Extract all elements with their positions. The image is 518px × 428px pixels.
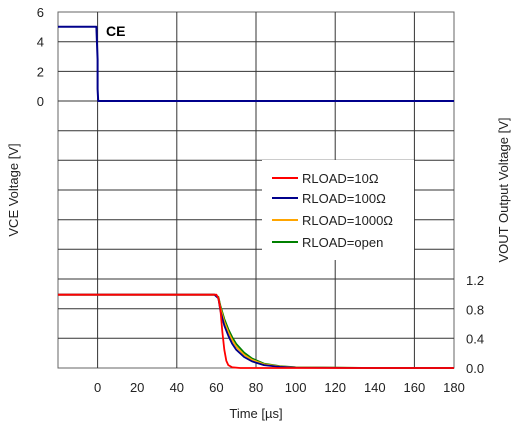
vout-line-0 (58, 293, 454, 369)
x-tick-label: 40 (170, 380, 184, 395)
x-tick-label: 20 (130, 380, 144, 395)
x-tick-label: 80 (249, 380, 263, 395)
legend-label-3: RLOAD=open (302, 235, 383, 250)
x-axis-label: Time [µs] (229, 406, 282, 421)
legend-label-0: RLOAD=10Ω (302, 171, 379, 186)
left-y-tick-label: 6 (37, 5, 44, 20)
right-y-tick-label: 0.4 (466, 332, 484, 347)
left-y-tick-label: 2 (37, 64, 44, 79)
tick-labels: 0 20 40 60 80 100 120 140 160 180 0 2 4 6 0.0 0.4 0.8 1.2 (37, 5, 484, 395)
lower-series (58, 293, 454, 369)
x-tick-label: 140 (364, 380, 386, 395)
y-axis-label-left: VCE Voltage [V] (6, 143, 21, 236)
ce-voltage-line (58, 25, 454, 102)
legend-label-2: RLOAD=1000Ω (302, 213, 393, 228)
x-tick-label: 100 (285, 380, 307, 395)
x-tick-label: 0 (94, 380, 101, 395)
x-tick-label: 60 (209, 380, 223, 395)
upper-series (58, 25, 454, 102)
legend-box (262, 160, 414, 260)
left-y-tick-label: 4 (37, 35, 44, 50)
x-tick-label: 120 (324, 380, 346, 395)
ce-annotation: CE (106, 23, 125, 39)
x-tick-label: 160 (404, 380, 426, 395)
legend-label-1: RLOAD=100Ω (302, 191, 386, 206)
right-y-tick-label: 0.8 (466, 302, 484, 317)
legend: RLOAD=10Ω RLOAD=100Ω RLOAD=1000Ω RLOAD=o… (262, 160, 414, 260)
y-axis-label-right: VOUT Output Voltage [V] (496, 117, 511, 262)
right-y-tick-label: 1.2 (466, 273, 484, 288)
left-y-tick-label: 0 (37, 94, 44, 109)
right-y-tick-label: 0.0 (466, 361, 484, 376)
grid (58, 12, 454, 368)
x-tick-label: 180 (443, 380, 465, 395)
